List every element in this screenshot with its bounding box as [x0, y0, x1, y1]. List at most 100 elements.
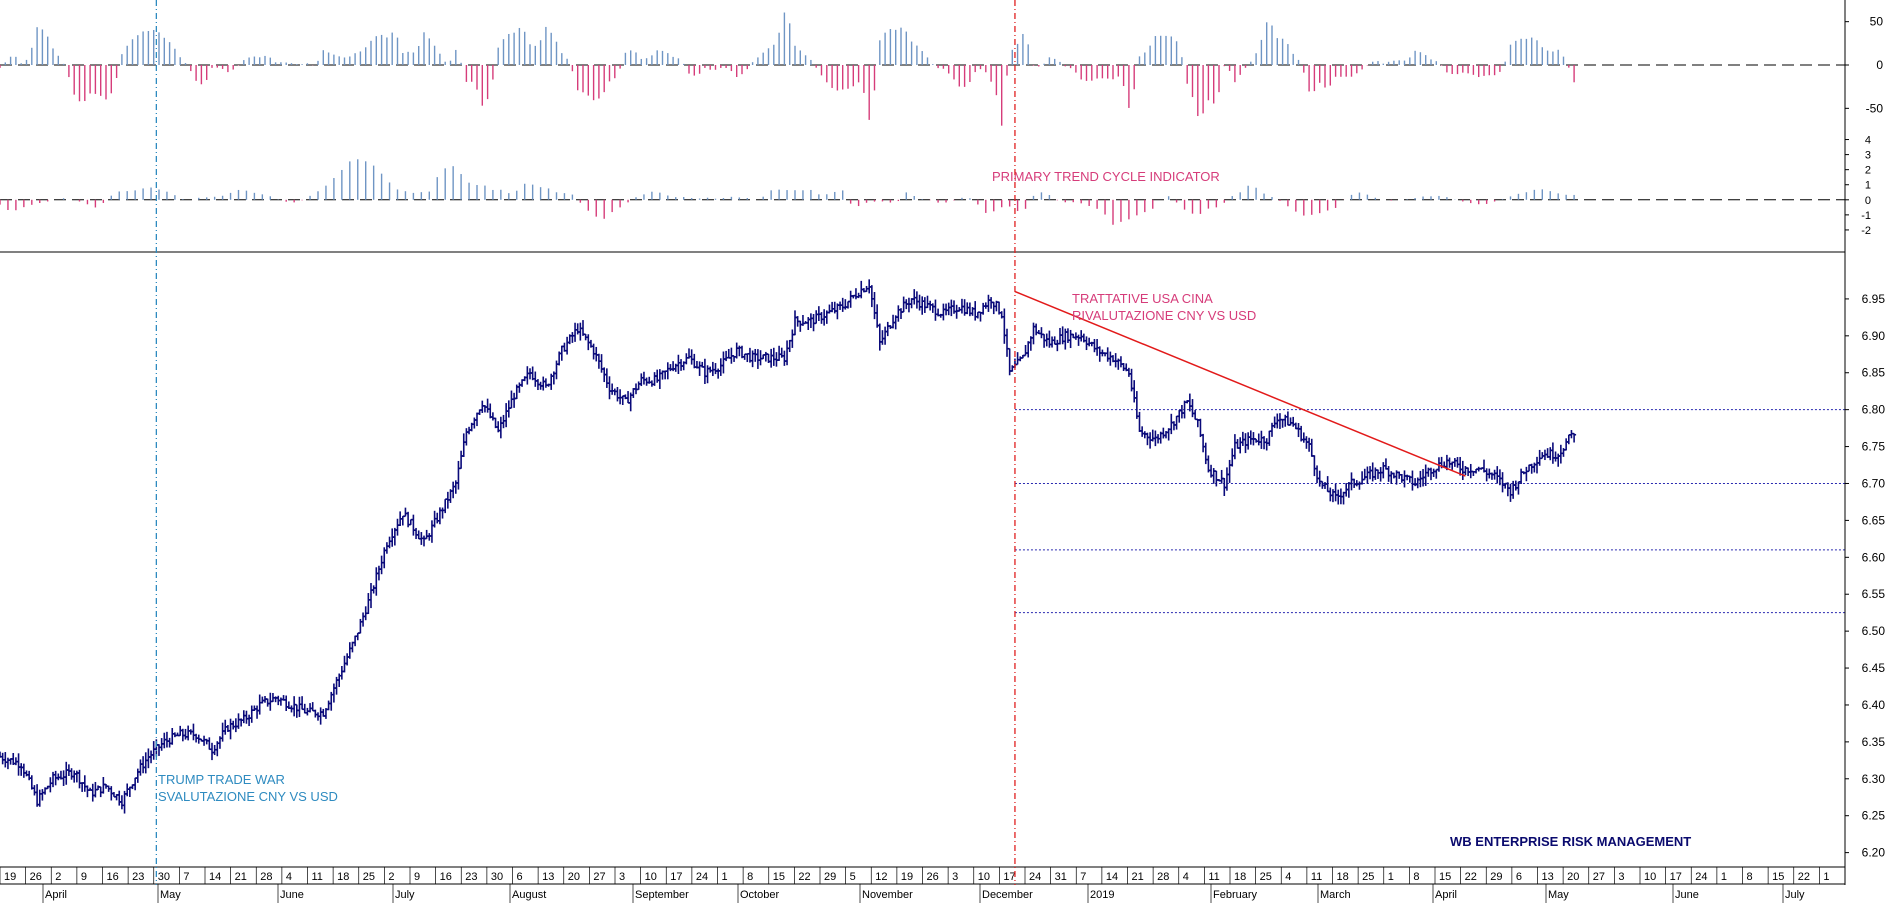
price-bar: [853, 288, 858, 300]
price-bar: [143, 752, 148, 774]
date-tick-label: 25: [1260, 871, 1272, 883]
price-bar: [1171, 421, 1176, 431]
date-tick-label: 6: [517, 871, 523, 883]
price-bar: [1312, 455, 1317, 477]
annotation-talks-line-1: TRATTATIVE USA CINA: [1072, 291, 1213, 306]
price-bar: [618, 389, 623, 405]
price-bar: [488, 403, 493, 419]
price-bar: [1058, 327, 1062, 345]
date-tick-label: 30: [158, 871, 170, 883]
date-tick-label: 1: [1721, 871, 1727, 883]
price-bar: [1169, 413, 1174, 435]
price-bar: [236, 713, 241, 729]
price-bar: [1073, 332, 1078, 340]
price-bar: [1301, 432, 1306, 443]
price-tick-label: 6.45: [1862, 661, 1886, 675]
price-bar: [361, 612, 366, 627]
price-bar: [300, 696, 305, 711]
date-tick-label: 14: [209, 871, 221, 883]
price-bar: [533, 371, 538, 387]
price-bar: [1291, 416, 1296, 427]
price-bar: [885, 321, 890, 337]
price-bar: [1572, 432, 1577, 443]
price-bar: [1193, 410, 1198, 421]
date-tick-label: 15: [773, 871, 785, 883]
price-bar: [1137, 411, 1142, 432]
date-tick-label: 14: [1106, 871, 1118, 883]
price-bar: [339, 665, 344, 680]
price-bar: [668, 364, 673, 372]
month-label: June: [1675, 889, 1699, 901]
date-tick-label: 11: [312, 871, 323, 883]
price-bar: [869, 285, 874, 308]
price-bar: [1105, 347, 1110, 362]
price-bar: [758, 350, 763, 366]
date-tick-label: 24: [1029, 871, 1041, 883]
price-bar: [644, 377, 649, 386]
price-bar: [896, 305, 901, 322]
price-bar: [626, 391, 631, 404]
price-bar: [1050, 336, 1055, 348]
price-bar: [591, 343, 596, 360]
price-bar: [427, 533, 432, 541]
price-tick-label: 6.80: [1862, 403, 1886, 417]
price-bar: [456, 460, 461, 490]
price-bar: [610, 383, 615, 395]
price-bar: [387, 536, 392, 549]
price-bar: [1288, 417, 1293, 426]
price-bar: [702, 358, 707, 384]
price-bar: [684, 353, 689, 365]
price-bar: [946, 302, 951, 316]
price-bar: [986, 294, 991, 312]
month-label: April: [1435, 889, 1457, 901]
price-bar: [1452, 458, 1457, 467]
price-bar: [827, 304, 832, 314]
date-tick-label: 19: [4, 871, 16, 883]
price-bar: [210, 742, 214, 761]
price-bar: [798, 320, 803, 332]
price-bar: [1132, 380, 1137, 403]
cycle-tick-label: 3: [1865, 150, 1871, 162]
date-tick-label: 11: [1311, 871, 1322, 883]
cycle-tick-label: 4: [1865, 135, 1871, 147]
price-tick-label: 6.85: [1862, 366, 1886, 380]
price-bar: [1495, 466, 1500, 484]
price-bar: [541, 376, 546, 391]
price-tick-label: 6.40: [1862, 698, 1886, 712]
price-bar: [641, 371, 646, 385]
price-bar: [61, 770, 66, 786]
price-bar: [1524, 466, 1529, 482]
date-tick-label: 17: [1670, 871, 1682, 883]
price-bar: [482, 405, 487, 413]
price-bar: [1052, 336, 1057, 345]
price-bar: [1309, 438, 1314, 457]
price-bar: [459, 450, 464, 470]
date-tick-label: 5: [850, 871, 856, 883]
price-bar: [708, 366, 713, 373]
price-bar: [1368, 466, 1373, 480]
date-tick-label: 3: [1618, 871, 1624, 883]
price-bar: [379, 555, 384, 575]
price-bar: [1489, 472, 1494, 480]
date-tick-label: 1: [722, 871, 728, 883]
price-bar: [64, 761, 69, 785]
price-bar: [1201, 433, 1206, 453]
price-bar: [1333, 483, 1338, 502]
price-bar: [877, 323, 882, 351]
price-bar: [800, 314, 805, 326]
price-bar: [0, 752, 5, 765]
price-bar: [265, 698, 270, 707]
price-bar: [1243, 433, 1248, 454]
price-bar: [1227, 459, 1232, 483]
date-tick-label: 18: [1337, 871, 1349, 883]
price-bar: [1277, 413, 1282, 430]
price-bar: [85, 785, 90, 798]
price-bar: [1023, 344, 1028, 357]
price-bar: [1360, 471, 1365, 485]
price-bar: [32, 785, 37, 796]
price-bar: [941, 303, 946, 321]
price-bar: [247, 714, 252, 727]
price-bar: [241, 710, 246, 724]
date-axis: 19 26 2 9 16 23 30 7 14 21 28 4 11 18 25 2 9 16 23 30 6 13 20 2…: [0, 866, 1845, 903]
price-bar: [1256, 433, 1261, 446]
